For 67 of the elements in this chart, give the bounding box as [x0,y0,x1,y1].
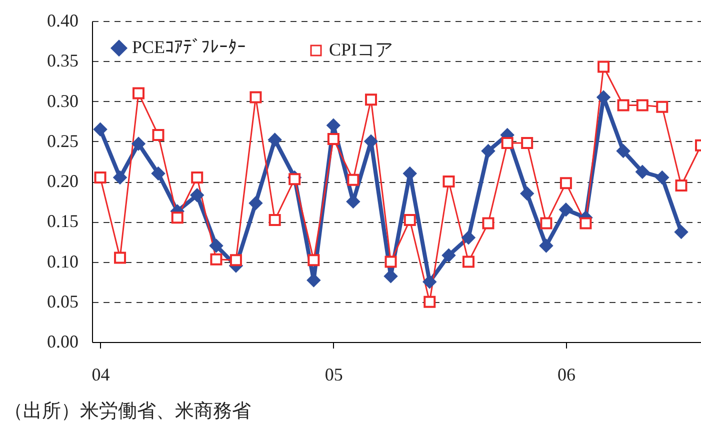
point [540,239,553,252]
y-tick-label: 0.05 [47,291,78,312]
legend-label: PCEｺｱﾃﾞﾌﾚｰﾀｰ [132,37,246,58]
point [655,170,669,184]
point [152,166,165,180]
y-tick-label: 0.20 [47,171,78,191]
x-tick-label: 06 [557,364,576,384]
y-tick-label: 0.00 [47,332,78,352]
point [288,173,301,186]
x-tick-label: 05 [324,364,343,384]
point [308,254,320,266]
y-tick-label: 0.15 [47,211,78,232]
point [580,217,592,230]
y-tick-label: 0.35 [47,50,78,71]
point [268,214,281,226]
point [596,90,610,104]
point [462,230,476,244]
point [560,177,572,190]
point [250,91,262,104]
y-tick-label: 0.30 [47,90,78,111]
point [636,165,650,179]
point [482,144,495,158]
point [462,256,474,268]
point [249,196,262,210]
point [559,202,573,216]
y-tick-label: 0.40 [47,10,78,30]
point [152,128,164,141]
point [347,174,360,186]
point [230,254,242,266]
point [482,217,494,230]
point [656,100,668,113]
y-tick-label: 0.25 [47,130,78,151]
point [113,170,127,184]
point [210,239,223,252]
legend-label: CPIコア [329,40,394,60]
point [636,99,648,112]
point [520,186,534,200]
point [617,99,630,112]
y-tick-label: 0.10 [47,251,78,272]
point [521,136,534,149]
point [540,217,552,230]
point [114,252,126,264]
point [94,122,107,136]
point [501,136,514,149]
point [675,180,688,192]
point [422,275,436,289]
point [94,171,106,184]
point [132,137,146,150]
point [190,188,204,202]
x-tick-label: 04 [92,364,110,384]
point [404,214,416,226]
point [616,144,630,158]
point [132,87,145,100]
point [365,94,378,106]
point [210,253,222,266]
point [442,248,456,262]
point [598,60,610,73]
text: （出所）米労働省、米商務省 [4,400,251,424]
point [327,132,340,145]
point [674,225,688,239]
point [442,176,455,188]
point [384,256,397,268]
point [424,296,436,308]
point [268,133,282,146]
point [306,274,320,287]
point [171,212,184,224]
point [191,171,204,184]
